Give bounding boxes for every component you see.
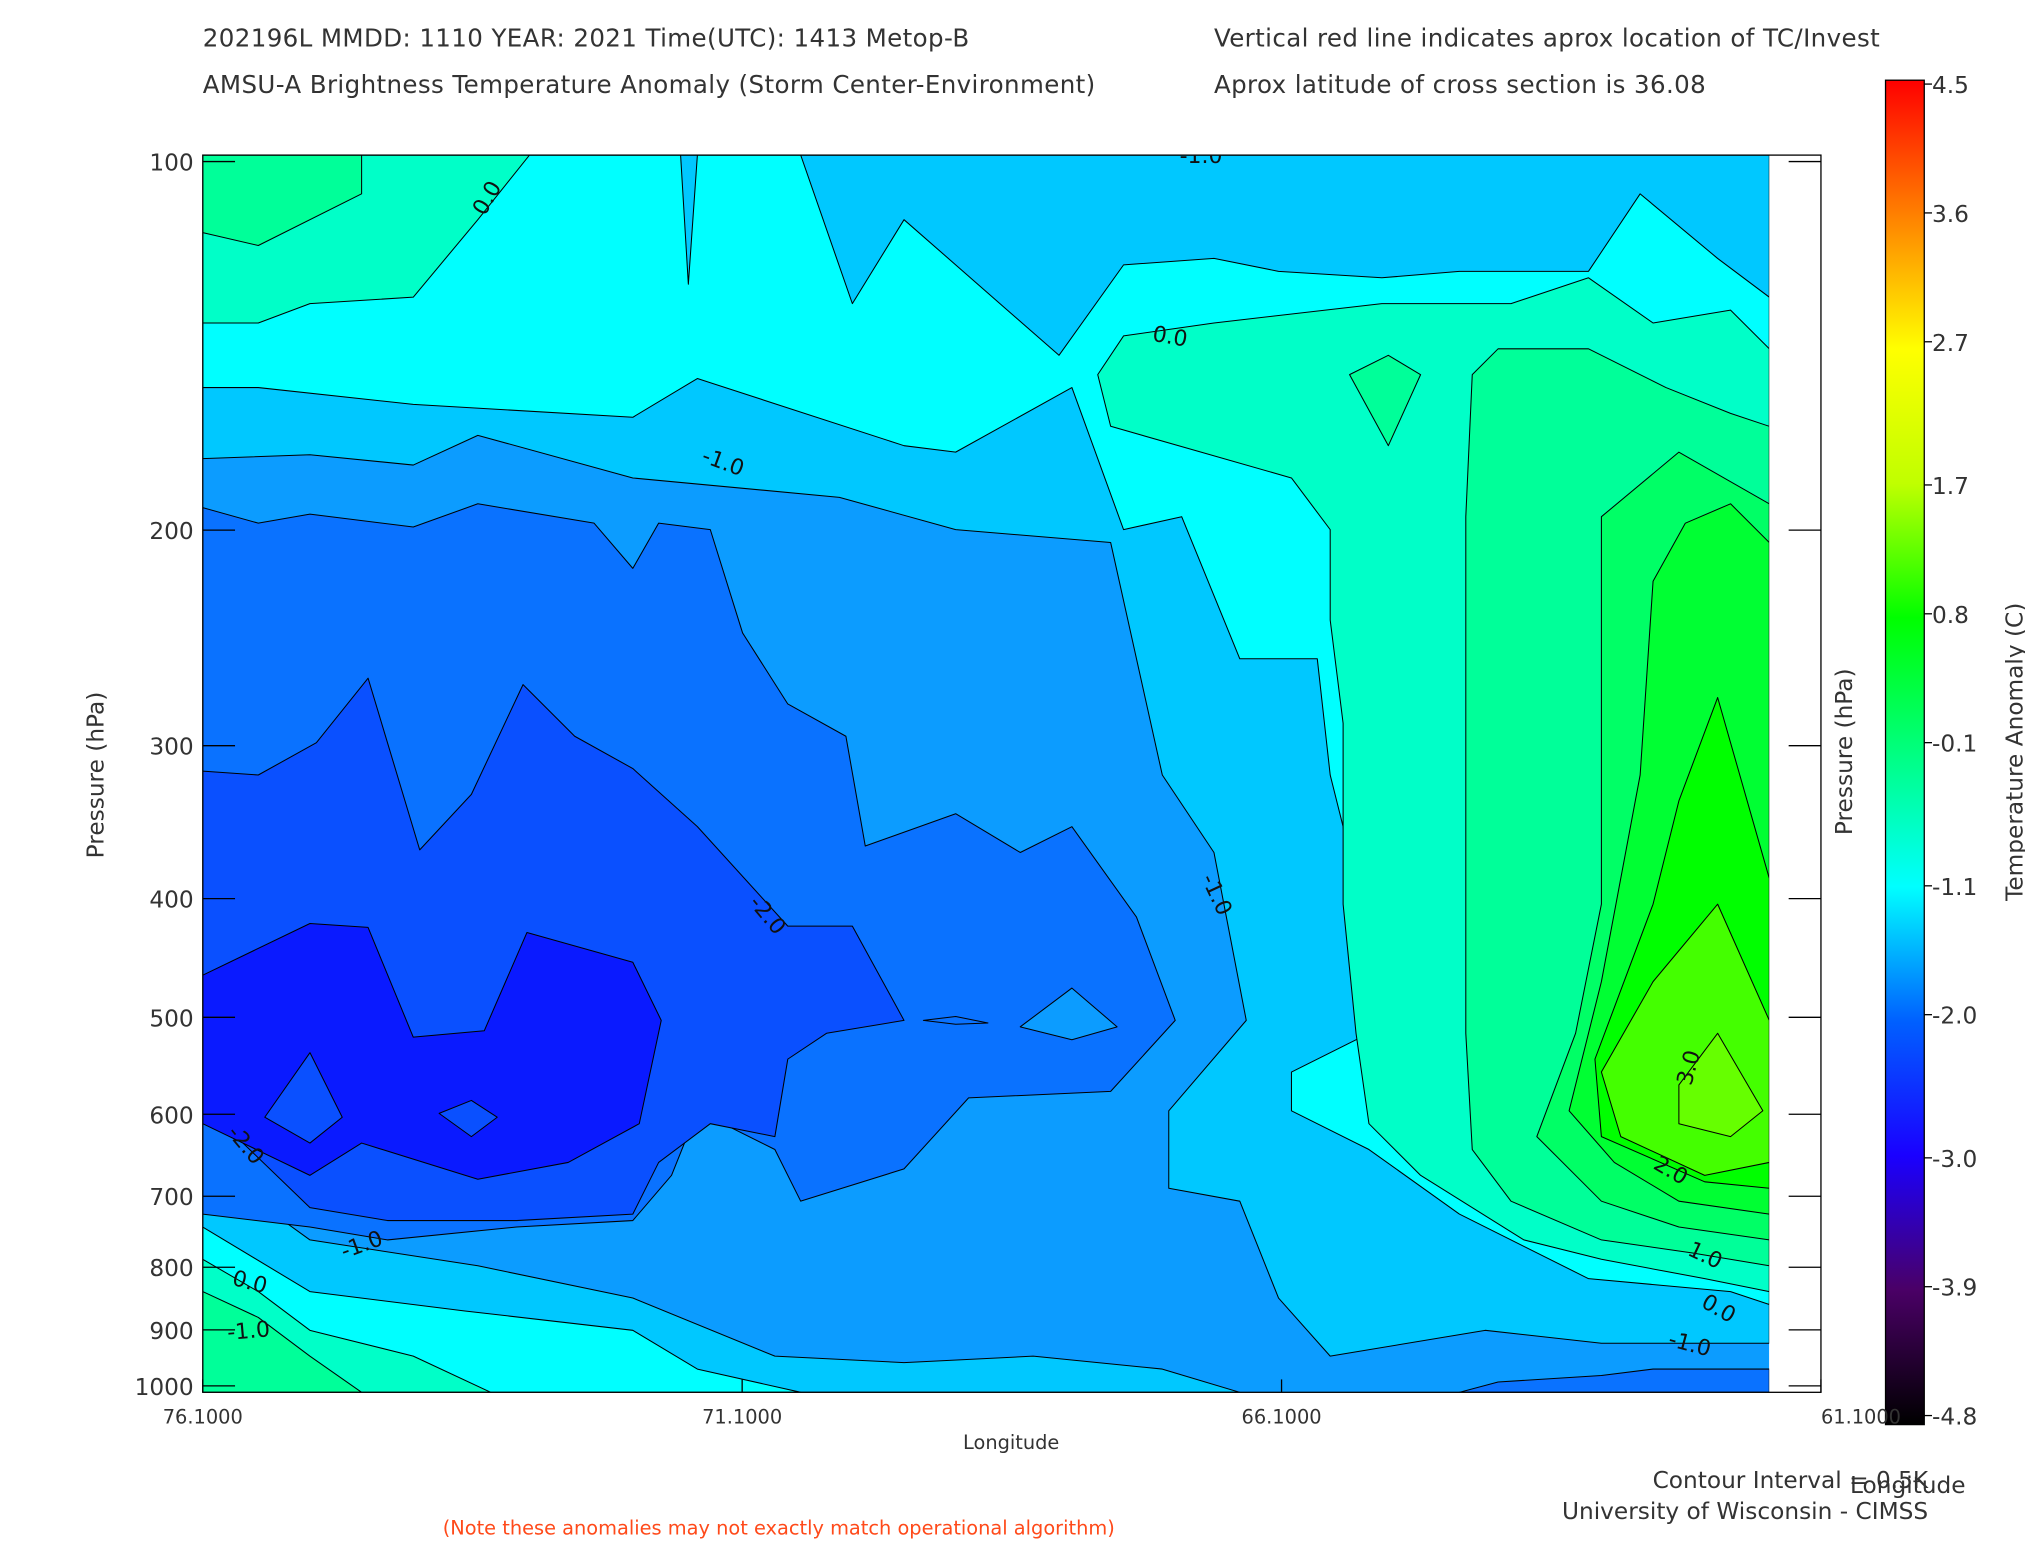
contour-region xyxy=(264,1052,343,1144)
note: (Note these anomalies may not exactly ma… xyxy=(443,1516,1115,1539)
title-line: 202196L MMDD: 1110 YEAR: 2021 Time(UTC):… xyxy=(203,24,970,53)
y-tick-label: 500 xyxy=(149,1005,193,1032)
plot-frame xyxy=(202,154,1822,1393)
contour-region xyxy=(1458,1368,1770,1393)
y2-axis-title: Pressure (hPa) xyxy=(1831,668,1858,835)
x-tick-label: 66.1000 xyxy=(1242,1405,1322,1428)
plot-margin xyxy=(1769,155,1821,1393)
contour-region xyxy=(202,155,363,247)
y-tick-label: 300 xyxy=(149,734,193,761)
y-tick-label: 1000 xyxy=(135,1374,194,1401)
colorbar-tick-label: -3.0 xyxy=(1932,1146,1977,1173)
contour-region xyxy=(1349,354,1422,447)
x-tick-label: 76.1000 xyxy=(163,1405,243,1428)
contour-region xyxy=(1019,987,1118,1041)
colorbar-tick-label: 1.7 xyxy=(1932,473,1969,500)
contour-label: -1.0 xyxy=(1180,144,1223,169)
corner-label: Longitude xyxy=(1850,1472,1966,1499)
colorbar-title: Temperature Anomaly (C) xyxy=(2001,603,2025,902)
contour-region xyxy=(202,1291,363,1393)
y-tick-label: 600 xyxy=(149,1102,193,1129)
colorbar-tick-label: 0.8 xyxy=(1932,602,1969,629)
colorbar-tick-label: -0.1 xyxy=(1932,731,1977,758)
contour-label: 0.0 xyxy=(1151,322,1190,353)
colorbar xyxy=(1884,79,1925,1426)
x-tick-label: 61.1000 xyxy=(1821,1405,1901,1428)
colorbar-tick-label: 3.6 xyxy=(1932,201,1969,228)
y-tick-label: 800 xyxy=(149,1255,193,1282)
contour-label: -1.0 xyxy=(226,1317,271,1346)
colorbar-tick-label: -1.1 xyxy=(1932,874,1977,901)
y-axis-title: Pressure (hPa) xyxy=(82,692,109,859)
x-tick-label: 71.1000 xyxy=(702,1405,782,1428)
x-axis-title: Longitude xyxy=(963,1431,1059,1454)
contour-region xyxy=(680,155,698,285)
contour-region xyxy=(438,1099,498,1138)
footer-line: Contour Interval = 0.5K xyxy=(1653,1467,1929,1494)
contour-region xyxy=(922,1015,989,1025)
colorbar-tick-label: -4.8 xyxy=(1932,1404,1977,1431)
info-line: Aprox latitude of cross section is 36.08 xyxy=(1214,70,1706,99)
footer-line: University of Wisconsin - CIMSS xyxy=(1562,1498,1928,1525)
y-tick-label: 400 xyxy=(149,887,193,914)
y-tick-label: 900 xyxy=(149,1318,193,1345)
title-line: AMSU-A Brightness Temperature Anomaly (S… xyxy=(203,70,1096,99)
colorbar-tick-label: -2.0 xyxy=(1932,1003,1977,1030)
y-tick-label: 200 xyxy=(149,518,193,545)
contour-field xyxy=(202,155,1770,1393)
colorbar-tick-label: -3.9 xyxy=(1932,1275,1977,1302)
colorbar-tick-label: 2.7 xyxy=(1932,330,1969,357)
contour-region xyxy=(1678,1032,1764,1138)
colorbar-tick-label: 4.5 xyxy=(1932,72,1969,99)
contour-region xyxy=(800,155,1770,356)
info-line: Vertical red line indicates aprox locati… xyxy=(1214,24,1880,53)
y-tick-label: 700 xyxy=(149,1184,193,1211)
y-tick-label: 100 xyxy=(149,150,193,177)
